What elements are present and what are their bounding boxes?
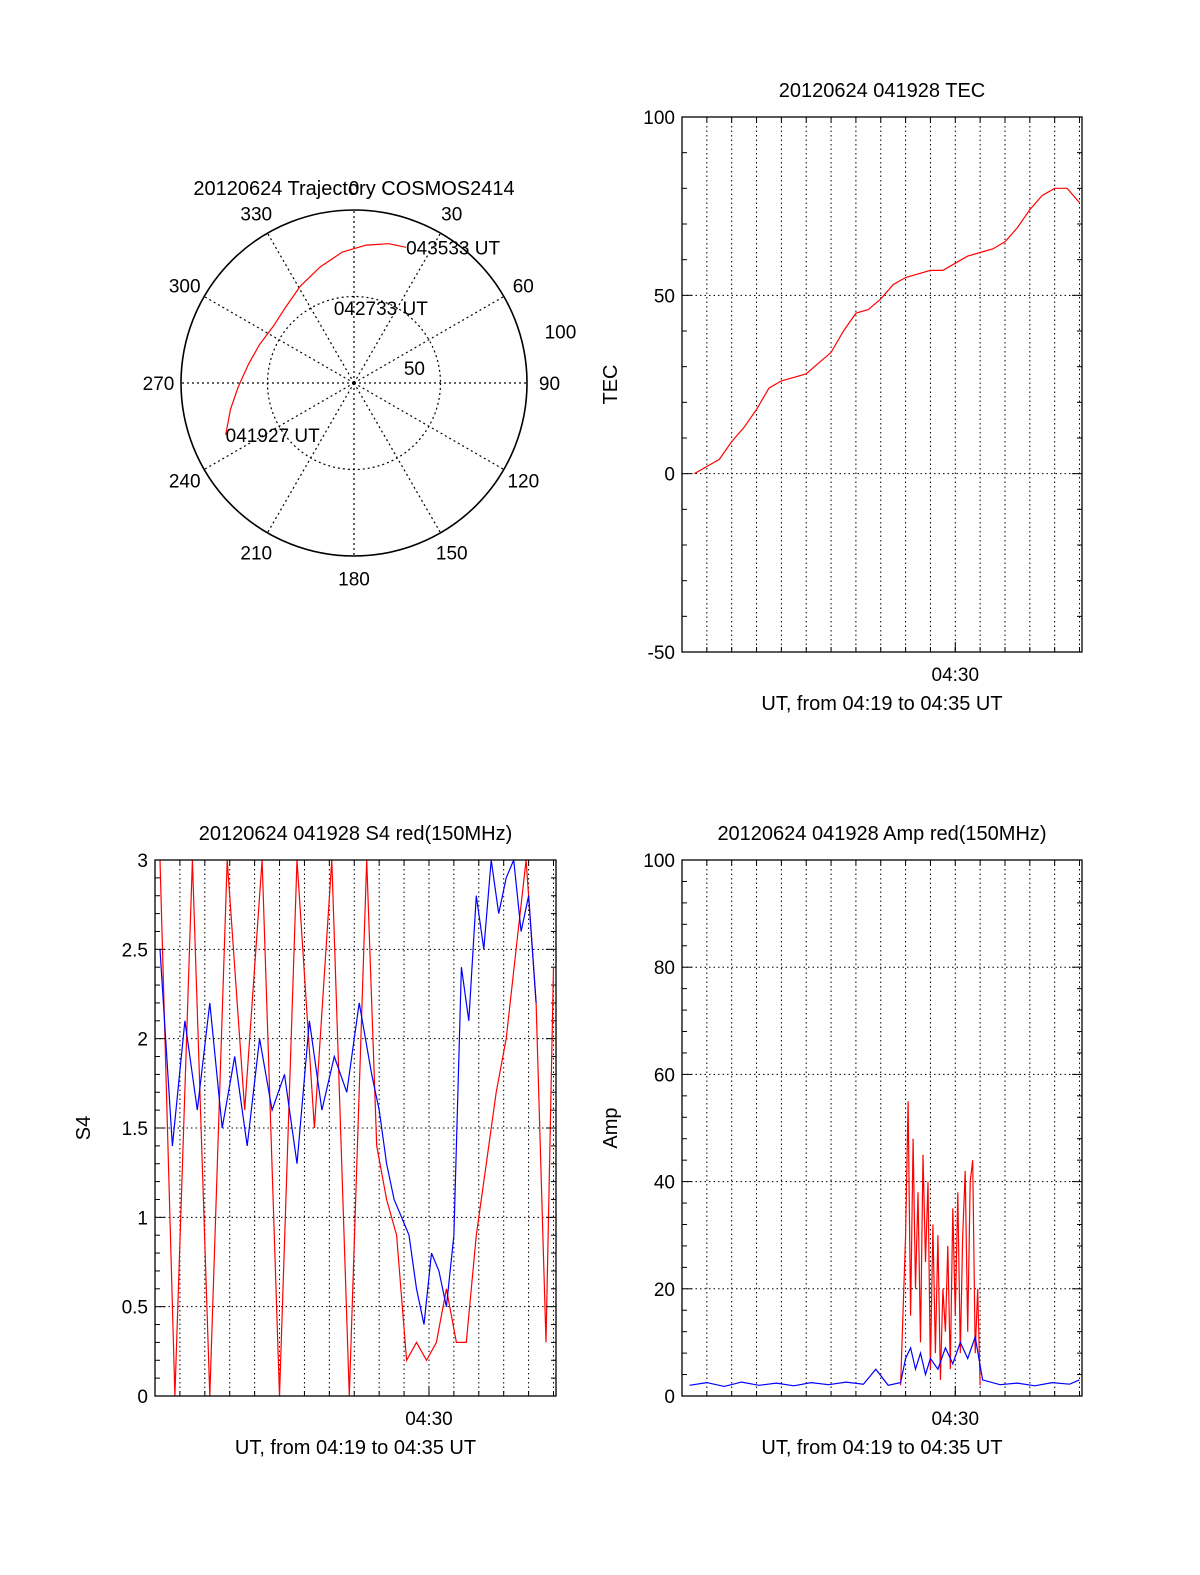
time-label: 041927 UT bbox=[226, 426, 320, 447]
y-tick-label: 80 bbox=[654, 958, 675, 979]
angle-label: 0 bbox=[349, 179, 360, 200]
chart-title: 20120624 041928 TEC bbox=[779, 80, 985, 102]
polar-ring bbox=[266, 295, 442, 471]
radial-label: 100 bbox=[545, 323, 577, 344]
amp-series-2-line bbox=[689, 1334, 1080, 1388]
y-axis-label: S4 bbox=[73, 1116, 95, 1140]
angle-label: 90 bbox=[539, 374, 560, 395]
y-axis-label: TEC bbox=[600, 365, 622, 405]
y-tick-label: 0.5 bbox=[122, 1298, 148, 1319]
s4-panel: 0 0.5 1 1.5 2 2.5 3 04:30 20120624 041928 S4 red… bbox=[73, 823, 557, 1459]
y-tick-label: 100 bbox=[643, 108, 675, 129]
polar-spoke bbox=[353, 232, 442, 384]
y-tick-label: 100 bbox=[643, 851, 675, 872]
x-tick-label: 04:30 bbox=[405, 1409, 453, 1430]
y-tick-label: 1 bbox=[137, 1208, 148, 1229]
satellite-track-line bbox=[225, 243, 407, 435]
trajectory-panel: 0 30 60 90 120 150 180 210 240 270 300 330 50 100 0419… bbox=[143, 178, 577, 590]
tec-series-1-line bbox=[694, 187, 1080, 475]
angle-label: 330 bbox=[240, 205, 272, 226]
x-axis-label: UT, from 04:19 to 04:35 UT bbox=[761, 1437, 1002, 1459]
time-label: 042733 UT bbox=[334, 299, 428, 320]
amp-series-1-line bbox=[900, 1101, 981, 1386]
plot-frame bbox=[154, 859, 557, 1397]
x-tick-label: 04:30 bbox=[932, 1409, 980, 1430]
chart-title: 20120624 Trajectory COSMOS2414 bbox=[193, 178, 514, 200]
y-tick-label: 2.5 bbox=[122, 940, 148, 961]
time-label: 043533 UT bbox=[406, 238, 500, 259]
y-tick-label: 50 bbox=[654, 286, 675, 307]
chart-title: 20120624 041928 S4 red(150MHz) bbox=[199, 823, 513, 845]
x-tick-label: 04:30 bbox=[932, 665, 980, 686]
s4-series-2-line bbox=[159, 860, 537, 1325]
amp-panel: 0 20 40 60 80 100 04:30 20120624 041928 Amp red… bbox=[600, 823, 1083, 1459]
angle-label: 150 bbox=[436, 543, 468, 564]
y-tick-label: 1.5 bbox=[122, 1119, 148, 1140]
angle-label: 180 bbox=[338, 569, 370, 590]
angle-label: 60 bbox=[513, 276, 534, 297]
y-tick-label: 20 bbox=[654, 1280, 675, 1301]
y-tick-label: 0 bbox=[137, 1387, 148, 1408]
y-tick-label: 40 bbox=[654, 1173, 675, 1194]
chart-title: 20120624 041928 Amp red(150MHz) bbox=[717, 823, 1046, 845]
angle-label: 120 bbox=[507, 472, 539, 493]
x-axis-label: UT, from 04:19 to 04:35 UT bbox=[761, 693, 1002, 715]
angle-label: 30 bbox=[441, 205, 462, 226]
angle-label: 300 bbox=[169, 276, 201, 297]
angle-label: 210 bbox=[240, 543, 272, 564]
radial-label: 50 bbox=[404, 359, 425, 380]
s4-series-1-line bbox=[159, 860, 555, 1396]
y-tick-label: 60 bbox=[654, 1065, 675, 1086]
y-tick-label: -50 bbox=[648, 643, 675, 664]
y-tick-label: 0 bbox=[664, 465, 675, 486]
plot-frame bbox=[681, 116, 1083, 653]
y-axis-label: Amp bbox=[600, 1107, 622, 1148]
x-axis-label: UT, from 04:19 to 04:35 UT bbox=[235, 1437, 476, 1459]
y-tick-label: 2 bbox=[137, 1030, 148, 1051]
polar-outer-circle bbox=[180, 209, 528, 557]
y-tick-label: 3 bbox=[137, 851, 148, 872]
plot-frame bbox=[681, 859, 1083, 1397]
y-tick-label: 0 bbox=[664, 1387, 675, 1408]
polar-spoke bbox=[353, 295, 505, 384]
angle-label: 270 bbox=[143, 374, 175, 395]
tec-panel: -50 0 50 100 04:30 20120624 041928 TEC UT, fro… bbox=[600, 80, 1083, 715]
angle-label: 240 bbox=[169, 472, 201, 493]
